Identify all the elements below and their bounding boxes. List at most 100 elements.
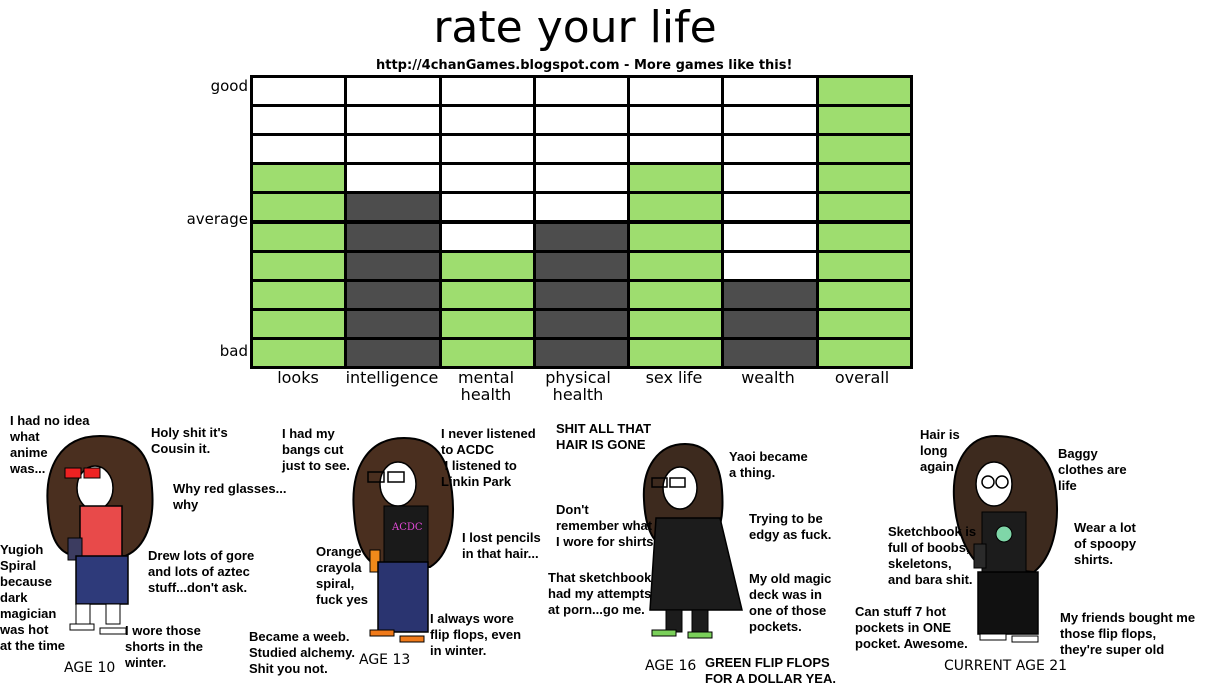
note-age16-shirts: Don't remember what I wore for shirts — [556, 502, 654, 549]
grid-cell-sex-life-level-9-empty — [630, 107, 722, 134]
grid-cell-wealth-level-10-empty — [724, 78, 816, 105]
grid-cell-mental-health-level-2-good — [441, 310, 533, 337]
grid-cell-sex-life-level-2-good — [630, 310, 722, 337]
grid-cell-sex-life-level-7-good — [630, 165, 722, 192]
grid-cell-wealth-level-7-empty — [724, 165, 816, 192]
category-label-intelligence: intelligence — [345, 368, 439, 387]
chart-subtitle-link[interactable]: http://4chanGames.blogspot.com - More ga… — [376, 58, 793, 73]
grid-cell-sex-life-level-10-empty — [630, 78, 722, 105]
note-age16-green-flip-flops: GREEN FLIP FLOPS FOR A DOLLAR YEA. — [705, 655, 836, 686]
grid-cell-wealth-level-3-bad — [724, 281, 816, 308]
avatar-age-16 — [642, 442, 743, 639]
note-age10-shorts: I wore those shorts in the winter. — [125, 623, 204, 670]
note-age10-red-glasses: Why red glasses... why — [173, 481, 287, 512]
grid-cell-wealth-level-6-empty — [724, 194, 816, 221]
grid-cell-overall-level-7-good — [818, 165, 910, 192]
grid-cell-looks-level-9-empty — [253, 107, 345, 134]
grid-cell-wealth-level-4-empty — [724, 252, 816, 279]
note-age21-spoopy: Wear a lot of spoopy shirts. — [1074, 520, 1137, 567]
note-age13-acdc: I never listened to ACDC I listened to L… — [441, 426, 536, 489]
grid-cell-mental-health-level-4-good — [441, 252, 533, 279]
note-age13-flip-flops: I always wore flip flops, even in winter… — [430, 611, 522, 658]
grid-cell-intelligence-level-4-bad — [347, 252, 439, 279]
note-age21-baggy: Baggy clothes are life — [1058, 446, 1127, 493]
grid-cell-physical-health-level-6-empty — [535, 194, 628, 221]
note-age21-sketchbook: Sketchbook is full of boobs, skeletons, … — [888, 524, 977, 587]
note-age16-edgy: Trying to be edgy as fuck. — [749, 511, 832, 542]
age-label-21: CURRENT AGE 21 — [944, 658, 1068, 674]
grid-cell-intelligence-level-5-bad — [347, 223, 439, 250]
note-age10-cousin-it: Holy shit it's Cousin it. — [151, 425, 228, 456]
grid-cell-looks-level-6-good — [253, 194, 345, 221]
grid-cell-wealth-level-9-empty — [724, 107, 816, 134]
grid-cell-looks-level-2-good — [253, 310, 345, 337]
grid-cell-physical-health-level-1-bad — [535, 339, 628, 366]
grid-cell-overall-level-9-good — [818, 107, 910, 134]
grid-cell-sex-life-level-5-good — [630, 223, 722, 250]
grid-cell-physical-health-level-4-bad — [535, 252, 628, 279]
grid-cell-overall-level-3-good — [818, 281, 910, 308]
note-age13-crayola: Orange crayola spiral, fuck yes — [316, 544, 369, 607]
grid-cell-looks-level-1-good — [253, 339, 345, 366]
grid-cell-sex-life-level-4-good — [630, 252, 722, 279]
grid-cell-physical-health-level-3-bad — [535, 281, 628, 308]
age-label-16: AGE 16 — [645, 658, 697, 674]
grid-cell-mental-health-level-6-empty — [441, 194, 533, 221]
note-age10-gore: Drew lots of gore and lots of aztec stuf… — [148, 548, 255, 595]
grid-cell-mental-health-level-3-good — [441, 281, 533, 308]
grid-cell-mental-health-level-7-empty — [441, 165, 533, 192]
grid-cell-physical-health-level-5-bad — [535, 223, 628, 250]
grid-cell-mental-health-level-1-good — [441, 339, 533, 366]
note-age16-magic-deck: My old magic deck was in one of those po… — [749, 571, 832, 634]
grid-cell-physical-health-level-9-empty — [535, 107, 628, 134]
grid-cell-physical-health-level-8-empty — [535, 136, 628, 163]
rating-grid — [250, 75, 913, 369]
grid-cell-sex-life-level-6-good — [630, 194, 722, 221]
shirt-acdc-text: ACDC — [391, 522, 423, 533]
grid-cell-overall-level-5-good — [818, 223, 910, 250]
grid-cell-overall-level-8-good — [818, 136, 910, 163]
grid-cell-intelligence-level-6-bad — [347, 194, 439, 221]
grid-cell-looks-level-5-good — [253, 223, 345, 250]
category-label-mental-health: mental health — [436, 369, 536, 403]
grid-cell-mental-health-level-9-empty — [441, 107, 533, 134]
note-age21-hot-pockets: Can stuff 7 hot pockets in ONE pocket. A… — [855, 604, 968, 651]
grid-cell-physical-health-level-7-empty — [535, 165, 628, 192]
category-label-physical-health-text: physical health — [545, 368, 611, 404]
note-age10-anime: I had no idea what anime was... — [10, 413, 90, 476]
scale-label-good: good — [210, 77, 248, 95]
grid-cell-looks-level-10-empty — [253, 78, 345, 105]
chart-title: rate your life — [433, 2, 717, 53]
grid-cell-overall-level-2-good — [818, 310, 910, 337]
category-label-looks: looks — [277, 368, 319, 387]
note-age13-pencils: I lost pencils in that hair... — [462, 530, 541, 561]
grid-cell-intelligence-level-3-bad — [347, 281, 439, 308]
avatar-age-10 — [46, 434, 154, 635]
grid-cell-overall-level-10-good — [818, 78, 910, 105]
scale-label-bad: bad — [219, 342, 248, 360]
note-age21-hair-long: Hair is long again — [920, 427, 960, 474]
category-label-wealth: wealth — [741, 368, 795, 387]
grid-cell-mental-health-level-8-empty — [441, 136, 533, 163]
grid-cell-sex-life-level-1-good — [630, 339, 722, 366]
grid-cell-intelligence-level-2-bad — [347, 310, 439, 337]
age-label-13: AGE 13 — [359, 652, 411, 668]
note-age21-flip-flops: My friends bought me those flip flops, t… — [1060, 610, 1196, 657]
grid-cell-intelligence-level-7-empty — [347, 165, 439, 192]
grid-cell-physical-health-level-2-bad — [535, 310, 628, 337]
grid-cell-looks-level-7-good — [253, 165, 345, 192]
grid-cell-intelligence-level-10-empty — [347, 78, 439, 105]
grid-cell-sex-life-level-8-empty — [630, 136, 722, 163]
grid-cell-intelligence-level-1-bad — [347, 339, 439, 366]
category-label-sex-life: sex life — [645, 368, 703, 387]
scale-label-average: average — [186, 210, 248, 228]
grid-cell-overall-level-1-good — [818, 339, 910, 366]
grid-cell-physical-health-level-10-empty — [535, 78, 628, 105]
grid-cell-wealth-level-5-empty — [724, 223, 816, 250]
grid-cell-intelligence-level-8-empty — [347, 136, 439, 163]
note-age13-bangs: I had my bangs cut just to see. — [282, 426, 350, 473]
note-age16-hair-gone: SHIT ALL THAT HAIR IS GONE — [556, 421, 652, 452]
grid-cell-wealth-level-1-bad — [724, 339, 816, 366]
note-age16-sketchbook: That sketchbook had my attempts at porn.… — [548, 570, 652, 617]
grid-cell-wealth-level-2-bad — [724, 310, 816, 337]
